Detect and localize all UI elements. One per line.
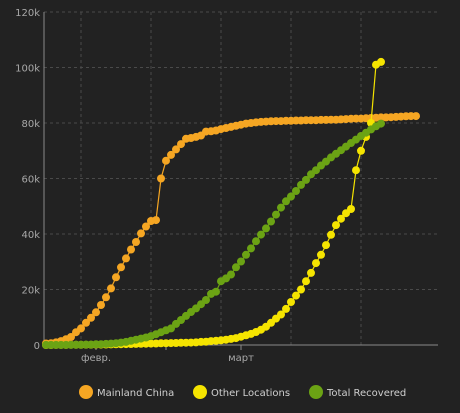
data-point[interactable] [242,250,250,259]
data-point[interactable] [412,112,420,121]
data-point[interactable] [77,324,85,333]
data-point[interactable] [377,119,385,128]
data-point[interactable] [142,222,150,231]
series-total-recovered [42,119,385,349]
legend-label: Other Locations [211,388,290,399]
data-point[interactable] [157,174,165,183]
legend-marker [193,385,207,399]
legend[interactable]: Mainland China Other Locations Total Recov… [79,385,406,399]
data-point[interactable] [262,224,270,233]
data-point[interactable] [167,150,175,159]
y-tick-label: 0 [34,341,40,352]
gridlines [44,11,438,345]
data-point[interactable] [307,268,315,277]
data-point[interactable] [107,284,115,293]
data-point[interactable] [92,308,100,317]
legend-item[interactable]: Total Recovered [309,385,406,399]
data-point[interactable] [212,287,220,296]
data-point[interactable] [257,230,265,239]
data-point[interactable] [287,192,295,201]
legend-marker [309,385,323,399]
data-point[interactable] [357,146,365,155]
data-point[interactable] [117,263,125,272]
data-point[interactable] [227,270,235,279]
x-tick-label: март [228,353,254,364]
data-point[interactable] [282,304,290,313]
data-point[interactable] [112,273,120,282]
data-point[interactable] [232,263,240,272]
legend-marker [79,385,93,399]
data-point[interactable] [127,245,135,254]
data-point[interactable] [102,293,110,302]
x-tick-label: февр. [81,353,111,364]
data-point[interactable] [312,166,320,175]
data-point[interactable] [202,296,210,304]
data-point[interactable] [67,333,75,341]
legend-label: Mainland China [97,388,174,399]
legend-item[interactable]: Other Locations [193,385,290,399]
data-point[interactable] [297,180,305,189]
data-point[interactable] [82,318,90,327]
y-tick-label: 40k [21,230,40,241]
data-point[interactable] [302,277,310,286]
data-point[interactable] [87,313,95,322]
data-point[interactable] [297,285,305,294]
data-point[interactable] [322,241,330,250]
data-point[interactable] [317,250,325,259]
legend-label: Total Recovered [326,388,406,399]
data-point[interactable] [287,298,295,306]
data-point[interactable] [252,237,260,246]
data-point[interactable] [247,244,255,253]
data-point[interactable] [312,259,320,268]
data-point[interactable] [332,221,340,230]
data-point[interactable] [277,310,285,319]
data-point[interactable] [347,205,355,213]
y-tick-label: 20k [21,286,40,297]
legend-item[interactable]: Mainland China [79,385,174,399]
y-tick-label: 100k [15,64,40,75]
data-point[interactable] [292,187,300,195]
data-point[interactable] [97,301,105,309]
series-mainland-china [42,112,420,348]
data-point[interactable] [137,229,145,238]
data-point[interactable] [272,210,280,219]
y-tick-label: 80k [21,119,40,130]
data-point[interactable] [132,238,140,246]
data-point[interactable] [277,203,285,212]
data-point[interactable] [292,291,300,300]
data-point[interactable] [282,197,290,206]
data-point[interactable] [352,166,360,175]
data-point[interactable] [172,145,180,154]
data-point[interactable] [162,156,170,165]
data-point[interactable] [177,140,185,149]
data-series [42,57,420,349]
y-tick-label: 120k [15,8,40,19]
data-point[interactable] [152,216,160,225]
data-point[interactable] [337,214,345,223]
y-tick-label: 60k [21,175,40,186]
data-point[interactable] [237,257,245,266]
data-point[interactable] [302,175,310,184]
data-point[interactable] [327,230,335,239]
data-point[interactable] [122,254,130,263]
data-point[interactable] [267,217,275,226]
data-point[interactable] [377,57,385,66]
